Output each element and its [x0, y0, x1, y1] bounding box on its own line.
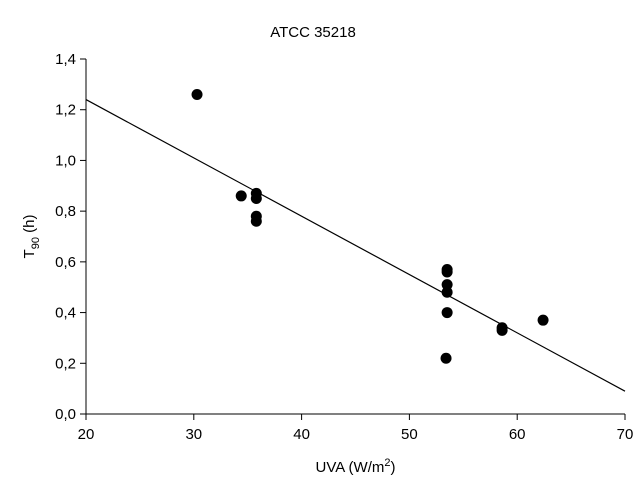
data-point	[441, 353, 452, 364]
data-point	[497, 325, 508, 336]
chart-title: ATCC 35218	[270, 24, 356, 41]
y-tick-label: 0,0	[55, 406, 76, 423]
data-point	[192, 89, 203, 100]
y-axis-title-main: T	[21, 249, 38, 258]
x-axis-title: UVA (W/m2)	[315, 457, 395, 476]
y-axis-title-sub: 90	[30, 237, 42, 249]
y-tick-label: 0,8	[55, 203, 76, 220]
x-tick-label: 70	[617, 426, 633, 443]
data-point	[538, 315, 549, 326]
x-tick-label: 30	[185, 426, 202, 443]
y-tick-label: 1,2	[55, 102, 76, 119]
data-point	[236, 190, 247, 201]
x-tick-label: 20	[78, 426, 95, 443]
y-tick-label: 1,4	[55, 51, 76, 68]
data-point	[251, 193, 262, 204]
y-tick-label: 0,2	[55, 355, 76, 372]
data-point	[442, 287, 453, 298]
y-tick-label: 1,0	[55, 152, 76, 169]
x-tick-label: 60	[509, 426, 526, 443]
x-tick-label: 40	[293, 426, 310, 443]
y-tick-label: 0,4	[55, 305, 76, 322]
data-point	[442, 267, 453, 278]
x-tick-label: 50	[401, 426, 418, 443]
x-axis-title-main: UVA (W/m	[315, 459, 384, 476]
y-tick-label: 0,6	[55, 254, 76, 271]
data-point	[251, 216, 262, 227]
data-point	[442, 307, 453, 318]
y-axis-title-tail: (h)	[21, 215, 38, 238]
x-axis-title-tail: )	[391, 459, 396, 476]
